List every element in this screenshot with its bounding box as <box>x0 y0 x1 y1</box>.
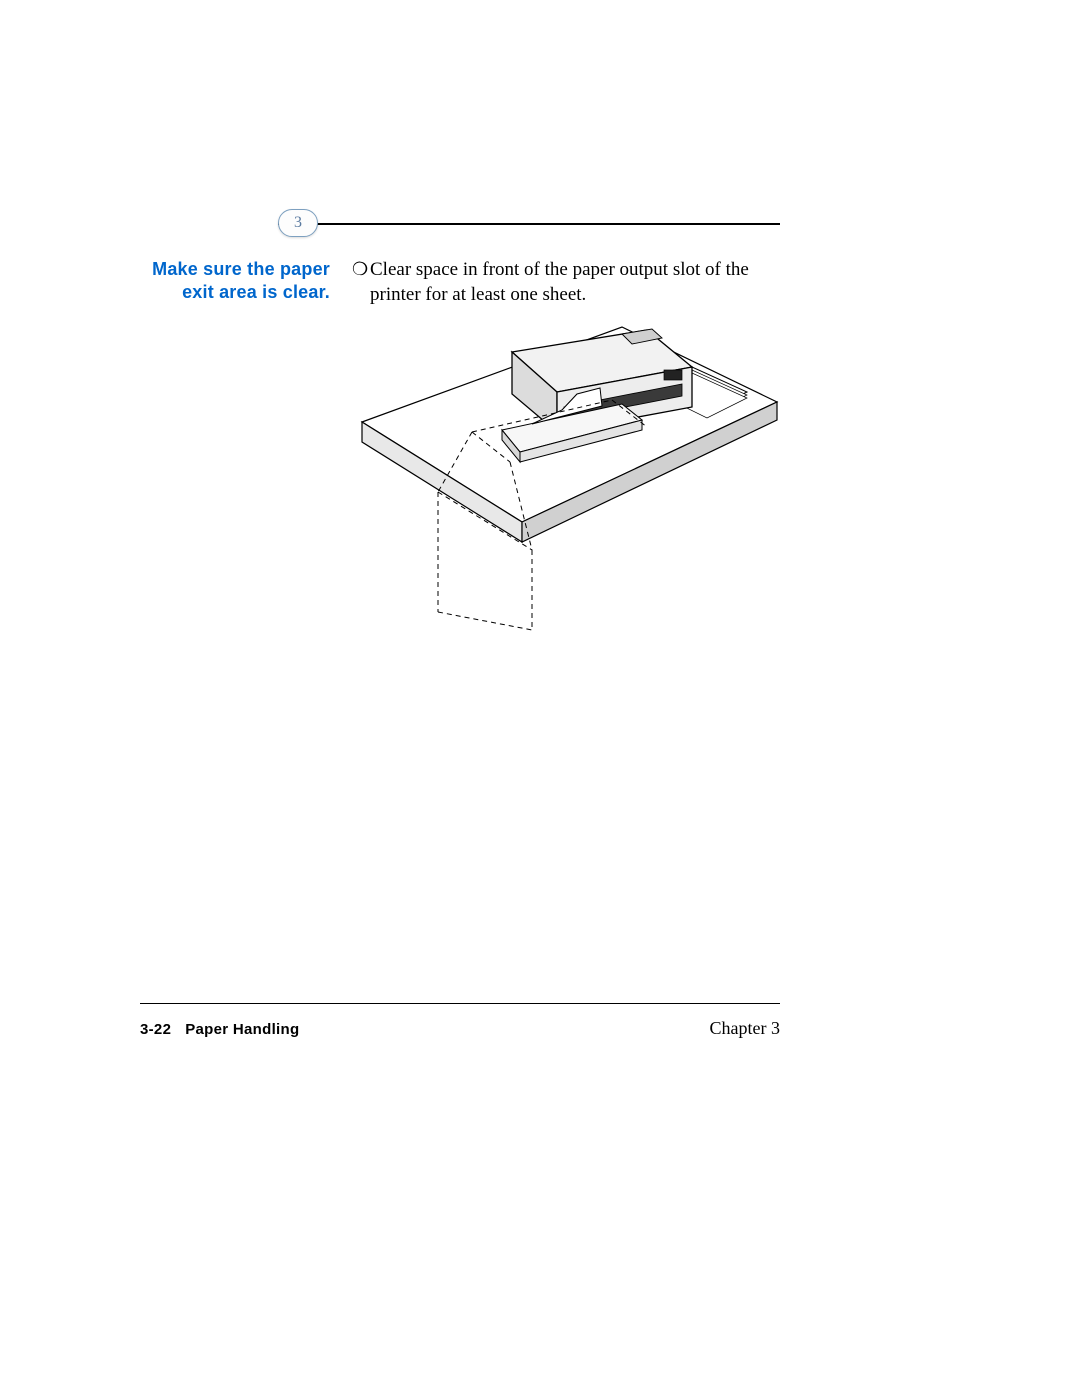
page-footer: 3-22 Paper Handling Chapter 3 <box>140 1018 780 1039</box>
top-horizontal-rule <box>278 223 780 225</box>
manual-page: 3 Make sure the paper exit area is clear… <box>0 0 1080 1397</box>
body-text: Clear space in front of the paper output… <box>370 258 782 307</box>
footer-left: 3-22 Paper Handling <box>140 1021 299 1038</box>
printer-illustration <box>352 312 782 632</box>
body-paragraph: ❍ Clear space in front of the paper outp… <box>352 258 782 307</box>
bottom-horizontal-rule <box>140 1003 780 1004</box>
margin-note: Make sure the paper exit area is clear. <box>140 258 330 303</box>
bullet-icon: ❍ <box>352 258 370 281</box>
chapter-label: Chapter 3 <box>710 1018 780 1039</box>
chapter-number-badge: 3 <box>278 209 318 237</box>
page-number: 3-22 <box>140 1021 171 1038</box>
section-title: Paper Handling <box>185 1021 299 1038</box>
